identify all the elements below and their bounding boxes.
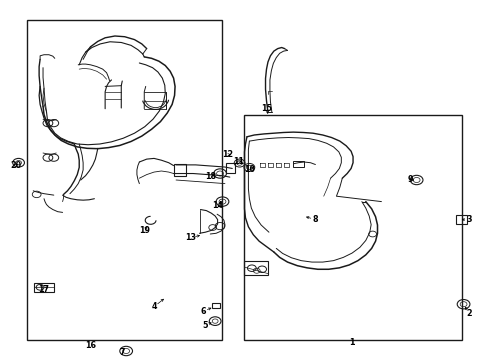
Text: 3: 3 — [466, 215, 471, 224]
Bar — [27, 20, 222, 340]
Text: 18: 18 — [204, 172, 215, 181]
Text: 16: 16 — [85, 341, 96, 350]
Text: 15: 15 — [261, 104, 271, 112]
Bar — [244, 261, 267, 275]
Text: 17: 17 — [39, 285, 49, 294]
Text: 9: 9 — [407, 175, 413, 184]
Bar — [244, 115, 461, 340]
Bar — [225, 163, 234, 173]
Text: 12: 12 — [222, 150, 232, 159]
Text: 4: 4 — [151, 302, 157, 311]
Text: 2: 2 — [466, 309, 471, 318]
Text: 5: 5 — [202, 321, 208, 330]
Text: 10: 10 — [244, 165, 254, 174]
Bar — [212, 303, 220, 308]
Text: 14: 14 — [212, 201, 223, 210]
Text: 20: 20 — [10, 161, 21, 170]
Text: 7: 7 — [119, 348, 125, 357]
Bar — [173, 164, 185, 176]
Text: 6: 6 — [200, 307, 205, 316]
Text: 11: 11 — [233, 157, 244, 166]
Bar — [34, 283, 54, 292]
Text: 19: 19 — [139, 226, 149, 235]
Text: 1: 1 — [348, 338, 354, 347]
Text: 13: 13 — [185, 233, 196, 242]
Bar — [293, 161, 304, 167]
Text: 8: 8 — [312, 215, 318, 224]
Bar — [455, 215, 466, 224]
